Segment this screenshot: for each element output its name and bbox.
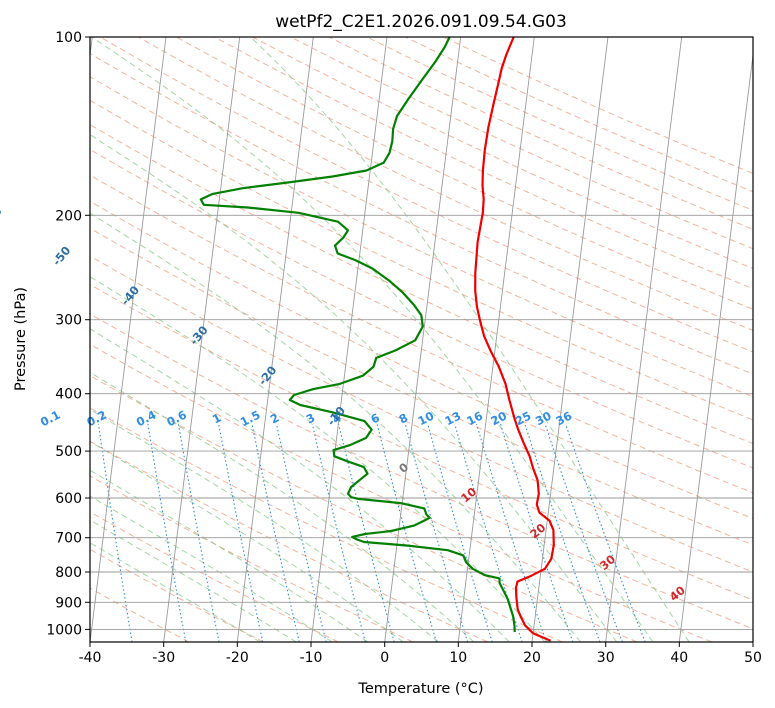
moist-adiabat-line [250,37,690,642]
temperature-profile [474,37,555,642]
mixing-ratio-line [177,423,220,642]
y-axis-title: Pressure (hPa) [13,287,29,391]
x-tick-label: -20 [226,650,249,666]
x-tick-label: 0 [380,650,389,666]
plot-frame [89,36,754,643]
mixing-ratio-line [147,423,187,642]
dry-adiabat-line [90,374,638,642]
y-tick-label: 800 [55,565,82,581]
x-tick-label: 20 [523,650,541,666]
dry-adiabat-line [90,227,753,546]
dewpoint-profile [199,37,516,633]
mixing-ratio-line [218,423,264,642]
chart-title: wetPf2_C2E1.2026.091.09.54.G03 [275,12,567,32]
x-tick-label: 50 [744,650,762,666]
moist-adiabat-line [90,371,475,642]
background-lines [0,37,753,642]
x-tick-label: 10 [449,650,467,666]
moist-adiabat-line [90,441,404,642]
mixing-ratio-line [565,423,646,642]
y-tick-label: 300 [55,313,82,329]
isotherm-line [605,37,683,642]
mixing-ratio-label: 30 [533,409,554,429]
dry-adiabat-line [90,255,753,573]
dry-adiabat-line [90,440,488,642]
mixing-ratio-label: 0.1 [38,408,63,430]
dry-adiabat-line [90,52,753,375]
sounding-profiles [199,37,555,642]
mixing-ratio-line [251,423,300,642]
isotherm-line [457,37,535,642]
isotherm-line [384,37,462,642]
mixing-ratio-line [404,423,469,642]
plot-background [90,37,753,642]
dry-adiabat-line [90,407,563,642]
dry-adiabat-line [176,37,753,310]
x-tick-label: -40 [79,650,102,666]
moist-adiabat-line [90,469,368,642]
mixing-ratio-line [544,423,623,642]
y-tick-label: 900 [55,595,82,611]
dry-adiabat-line [90,343,712,642]
dry-adiabat-line [90,548,264,642]
isotherm-label: -60 [0,204,5,229]
x-tick-label: -30 [152,650,175,666]
y-tick-label: 500 [55,444,82,460]
dry-adiabat-line [90,200,753,520]
mixing-ratio-line [376,423,437,642]
isotherm-line [90,37,167,642]
isotherm-line [163,37,241,642]
isotherm-label: -50 [49,243,73,268]
mixing-ratio-label: 16 [464,409,485,429]
axes: -40 -30 -20 -10 0 10 20 30 40 50 1000 900 800 700 600 5… [46,30,762,666]
mixing-ratio-line [275,423,327,642]
dry-adiabat-line [90,313,753,630]
dry-adiabat-line [90,148,753,469]
isotherm-line [310,37,388,642]
x-tick-label: 40 [670,650,688,666]
y-tick-label: 100 [55,30,82,46]
dry-adiabat-line [90,124,753,445]
isotherm-and-isobar-grid [90,37,753,642]
mixing-ratio-label: 36 [553,409,574,429]
dry-adiabat-line [90,511,339,642]
moist-adiabat-line [90,212,582,642]
mixing-ratio-label: 20 [488,409,509,429]
y-tick-label: 1000 [46,622,82,638]
y-tick-label: 700 [55,531,82,547]
mixing-ratio-line [524,423,601,642]
moist-adiabat-line [91,37,654,642]
moist-adiabat-line [90,542,261,642]
isotherm-line [678,51,753,642]
isotherm-line [236,37,314,642]
isotherm-line [752,638,753,642]
x-axis-title: Temperature (°C) [357,681,483,697]
mixing-ratio-label: 10 [416,409,437,429]
x-tick-label: -10 [300,650,323,666]
mixing-ratio-label: 25 [513,409,534,429]
x-tick-label: 30 [597,650,615,666]
mixing-ratio-line [97,423,133,642]
y-tick-label: 400 [55,387,82,403]
mixing-ratio-line [311,423,366,642]
moist-adiabat-line [90,519,297,642]
moist-adiabat-line [90,328,510,642]
mixing-ratio-label: 13 [443,409,464,429]
isotherm-line [531,37,609,642]
y-tick-label: 200 [55,208,82,224]
ice-saturation-line [0,37,13,642]
dry-adiabat-line [90,283,753,601]
y-tick-label: 600 [55,491,82,507]
